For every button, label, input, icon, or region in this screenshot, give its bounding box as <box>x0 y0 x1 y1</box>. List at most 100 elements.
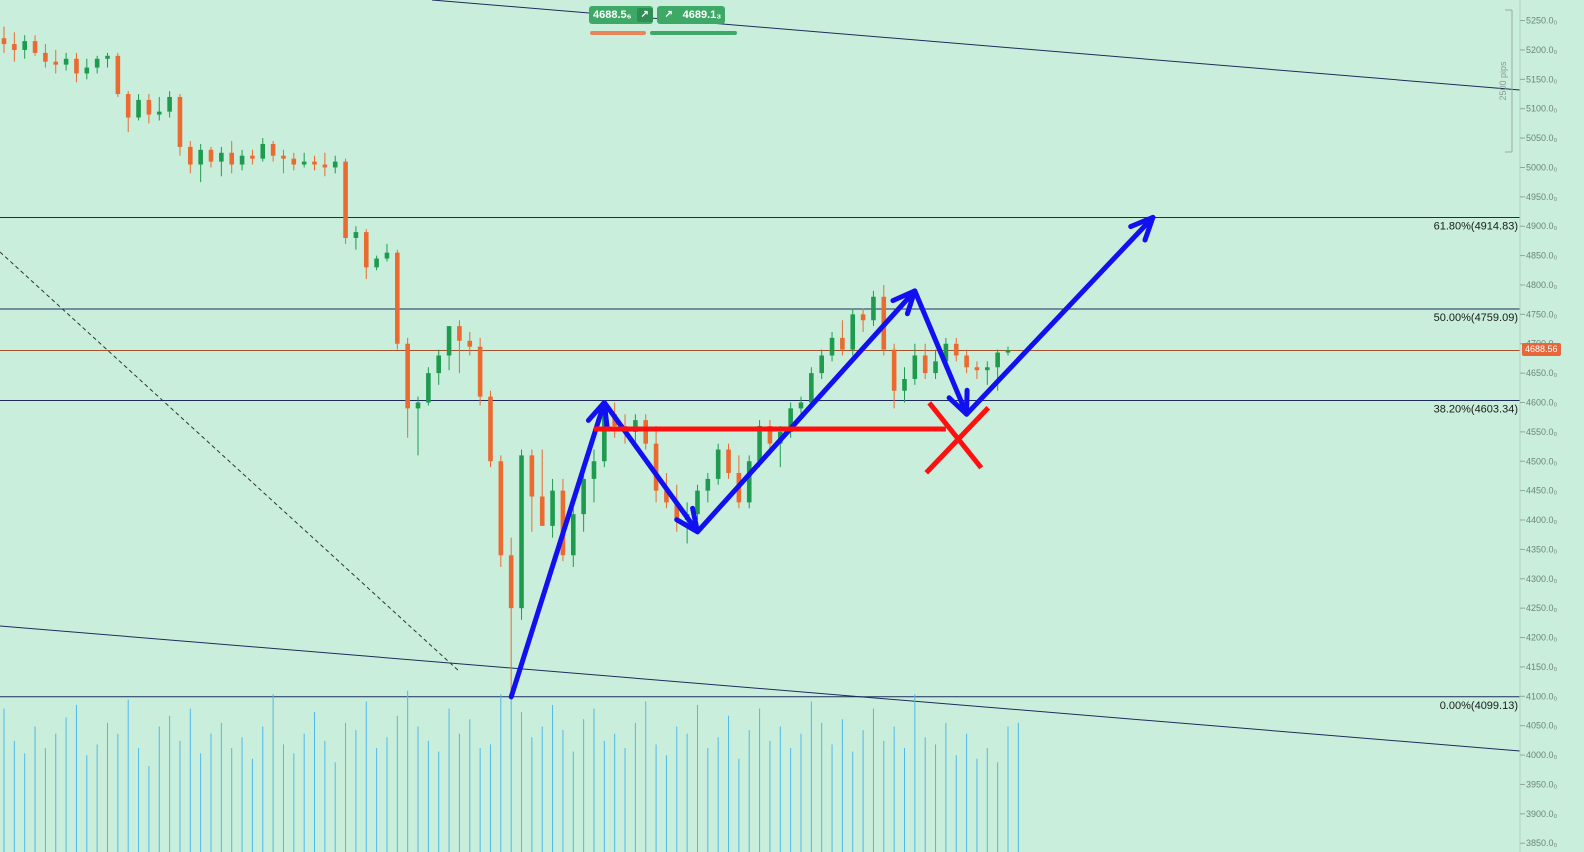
pips-measure[interactable]: 2500 pips <box>1498 9 1513 153</box>
trend-line-lower[interactable] <box>0 625 1521 752</box>
buy-arrow-icon: ↗ <box>664 9 673 20</box>
candle-body <box>322 164 328 168</box>
invalidation-cross-stroke[interactable] <box>924 406 991 475</box>
candle-body <box>560 490 566 556</box>
candle-body <box>995 352 1000 368</box>
price-axis-ticks: 5250.0₀ 5200.0₀ 5150.0₀ 5100.0₀ 5050.0₀ 5000.… <box>1520 16 1558 848</box>
trade-panel[interactable]: 4688.5₆ ↗ ↗ 4689.1₃ <box>589 6 726 24</box>
candle-body <box>167 96 172 112</box>
price-tick-label: 4800.0₀ <box>1526 280 1558 290</box>
candle-body <box>105 55 110 59</box>
candle-body <box>239 155 245 165</box>
candle-body <box>229 152 235 165</box>
sell-button[interactable]: 4688.5₆ ↗ <box>589 6 653 24</box>
price-tick-label: 4950.0₀ <box>1526 192 1558 202</box>
buy-volume-bar <box>650 31 737 35</box>
candle-body <box>115 55 121 95</box>
candle-body <box>871 296 876 321</box>
fib-level-label: 61.80%(4914.83) <box>1434 221 1518 233</box>
candle-body <box>829 337 835 356</box>
candle-body <box>270 143 276 156</box>
pips-measure-label: 2500 pips <box>1498 61 1508 101</box>
volume-bars <box>3 687 1019 852</box>
candle-body <box>695 490 700 515</box>
sell-arrow-icon: ↗ <box>636 8 653 22</box>
price-tick-label: 3950.0₀ <box>1526 779 1558 789</box>
candle-body <box>22 41 28 50</box>
candle-body <box>53 61 59 65</box>
candle-body <box>477 346 483 397</box>
candle-body <box>653 443 659 491</box>
price-tick-label: 5250.0₀ <box>1526 16 1558 26</box>
candle-body <box>125 94 131 118</box>
candle-body <box>974 367 980 371</box>
candle-body <box>1 38 7 45</box>
price-tick-label: 4650.0₀ <box>1526 368 1558 378</box>
candle-body <box>426 373 431 403</box>
candle-body <box>519 455 524 609</box>
candle-body <box>902 378 907 391</box>
candle-body <box>467 340 473 347</box>
candle-body <box>415 402 421 409</box>
candle-body <box>964 355 969 368</box>
price-tick-label: 4200.0₀ <box>1526 633 1558 643</box>
buy-price: 4689.1₃ <box>682 9 722 21</box>
candle-body <box>156 111 162 115</box>
candle-body <box>188 146 193 165</box>
candle-body <box>757 426 762 462</box>
price-tick-label: 5100.0₀ <box>1526 104 1558 114</box>
price-tick-label: 4350.0₀ <box>1526 544 1558 554</box>
drawing-annotations[interactable] <box>508 214 1156 700</box>
trend-line-dashed[interactable] <box>0 251 461 673</box>
candle-body <box>943 343 949 362</box>
candle-body <box>208 149 214 162</box>
candle-body <box>43 52 48 62</box>
price-tick-label: 4300.0₀ <box>1526 574 1558 584</box>
candle-body <box>498 461 504 556</box>
candle-body <box>602 414 607 462</box>
candle-body <box>374 258 379 268</box>
price-axis[interactable]: 5250.0₀ 5200.0₀ 5150.0₀ 5100.0₀ 5050.0₀ 5000.… <box>1519 0 1584 852</box>
price-tick-label: 5150.0₀ <box>1526 74 1558 84</box>
candle-body <box>260 143 266 159</box>
price-tick-label: 5050.0₀ <box>1526 133 1558 143</box>
candle-body <box>301 161 307 165</box>
buy-button[interactable]: ↗ 4689.1₃ <box>656 6 726 24</box>
candle-body <box>922 355 928 374</box>
candle-body <box>488 396 493 462</box>
candle-body <box>798 402 804 409</box>
price-tick-label: 4250.0₀ <box>1526 603 1558 613</box>
candle-body <box>353 232 359 238</box>
fibonacci-levels[interactable]: 61.80%(4914.83) 50.00%(4759.09) 38.20%(460… <box>0 217 1520 712</box>
candle-body <box>581 478 586 515</box>
candle-body <box>550 490 555 526</box>
candle-body <box>84 67 90 74</box>
candle-body <box>177 96 183 147</box>
candle-body <box>912 355 918 379</box>
price-tick-label: 3900.0₀ <box>1526 809 1558 819</box>
fib-level-label: 50.00%(4759.09) <box>1434 312 1518 324</box>
candle-body <box>395 252 400 344</box>
price-tick-label: 5000.0₀ <box>1526 162 1558 172</box>
arrow-head <box>890 288 918 317</box>
price-tick-label: 4750.0₀ <box>1526 309 1558 319</box>
spread-bars <box>590 31 737 35</box>
candle-body <box>705 478 711 491</box>
candle-body <box>436 355 442 374</box>
zigzag-arrow-path[interactable] <box>508 214 1156 700</box>
price-tick-label: 4450.0₀ <box>1526 486 1558 496</box>
candle-body <box>539 496 545 526</box>
candle-body <box>94 58 100 68</box>
candle-body <box>12 44 17 50</box>
candle-body <box>291 158 297 165</box>
candle-body <box>250 155 255 159</box>
candle-body <box>746 461 752 503</box>
invalidation-cross-stroke[interactable] <box>927 401 984 470</box>
candle-body <box>219 152 224 162</box>
candle-body <box>32 41 38 53</box>
candle-body <box>570 514 576 556</box>
candle-body <box>343 161 348 238</box>
arrow-head <box>585 400 610 429</box>
